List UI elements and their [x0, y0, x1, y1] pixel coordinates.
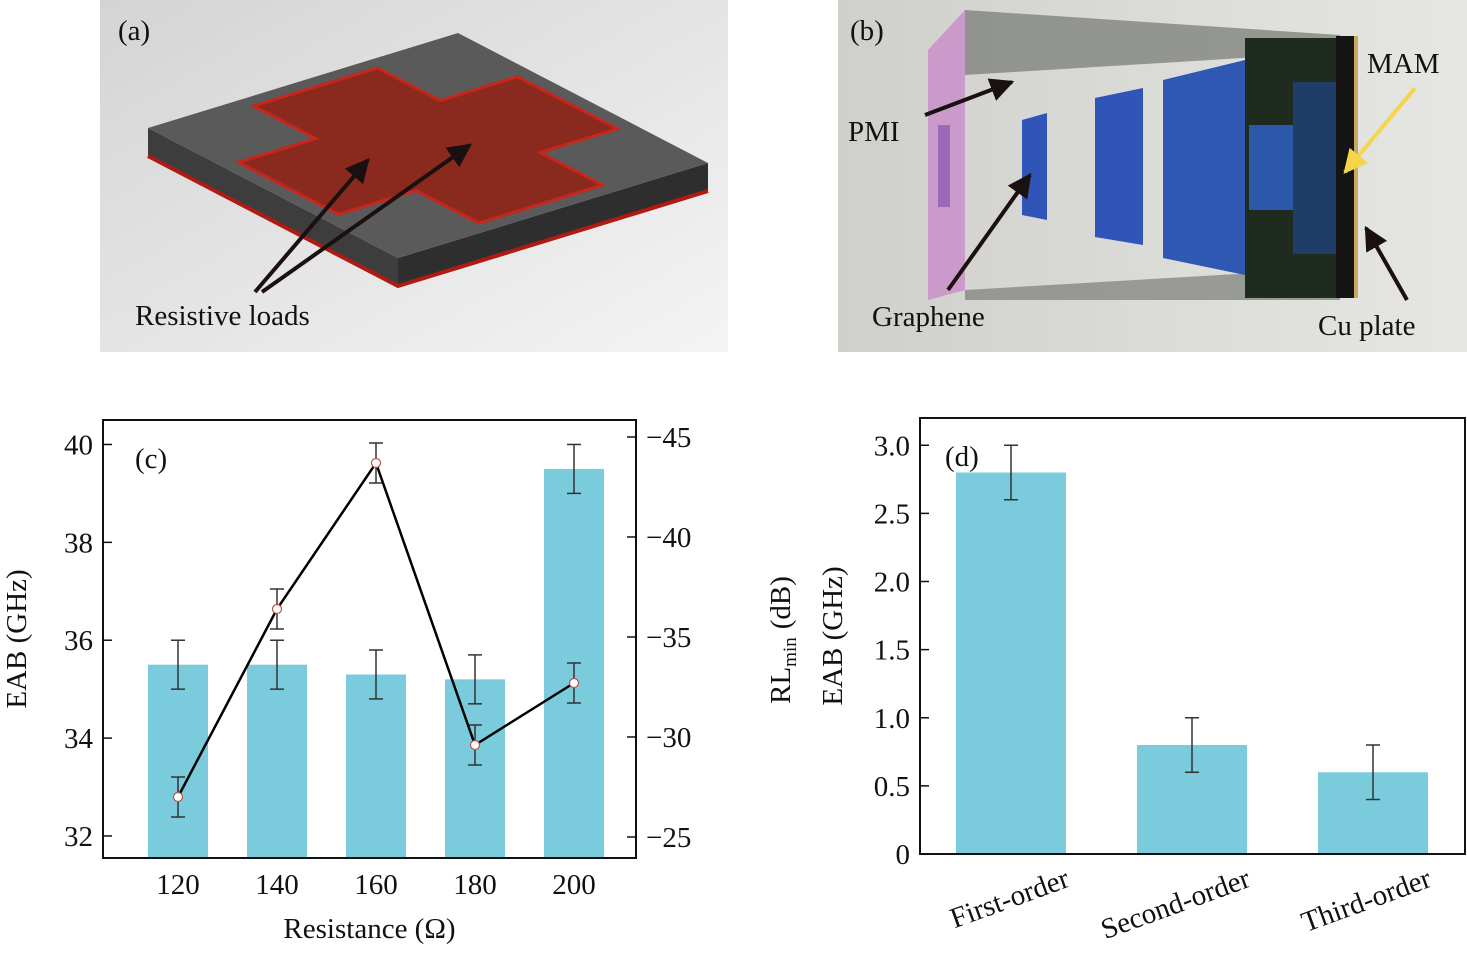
error-bar — [567, 443, 581, 495]
graphene-layer — [1095, 88, 1143, 245]
annotation: PMI — [848, 116, 900, 148]
y2-tick-label: −25 — [646, 822, 691, 854]
y-tick-label: 40 — [64, 429, 93, 461]
error-bar — [1366, 744, 1380, 801]
error-bar — [369, 649, 383, 700]
panel-label: (d) — [945, 441, 979, 473]
y-axis-title: EAB (GHz) — [817, 566, 849, 705]
y2-tick-label: −45 — [646, 422, 691, 454]
arrow — [253, 158, 370, 294]
x-tick-label: 200 — [552, 869, 596, 901]
y-tick-label: 0.5 — [874, 771, 910, 803]
line-marker — [172, 791, 184, 803]
graphene-layer — [938, 125, 950, 207]
graphene-layer — [1022, 113, 1047, 220]
slab-edge — [147, 154, 709, 289]
bar — [247, 664, 307, 858]
x-tick-label: 180 — [453, 869, 497, 901]
plot-frame — [919, 417, 1466, 855]
arrow — [1343, 86, 1417, 174]
y-tick-label: 34 — [64, 723, 94, 755]
panel-a: (a) Resistive loads — [100, 0, 728, 352]
error-bar — [1004, 444, 1018, 501]
arrow — [946, 173, 1032, 292]
bar — [346, 674, 406, 858]
y2-axis-title-sub: min — [780, 637, 801, 667]
panel-label: (c) — [135, 443, 167, 475]
x-tick-label: 140 — [255, 869, 299, 901]
mam-patch — [1293, 82, 1337, 254]
y-tick-label: 32 — [64, 821, 93, 853]
y2-tick-label: −40 — [646, 522, 691, 554]
y-tick-label: 2.0 — [874, 567, 910, 599]
bar — [148, 664, 208, 858]
frame-top — [965, 10, 1340, 75]
x-tick-label: 160 — [354, 869, 398, 901]
y-tick-label: 38 — [64, 527, 93, 559]
error-bar — [270, 639, 284, 690]
y2-axis-title-unit: (dB) — [765, 576, 797, 629]
mam-patch — [1249, 125, 1295, 210]
bar — [445, 679, 505, 858]
y-tick-label: 0 — [896, 839, 911, 871]
annotation: Graphene — [872, 301, 985, 333]
x-axis-title: Resistance (Ω) — [283, 913, 455, 945]
error-bar — [1185, 717, 1199, 773]
arrow — [260, 143, 472, 294]
annotation: MAM — [1367, 48, 1440, 80]
arrow — [1364, 225, 1409, 301]
y-tick-label: 3.0 — [874, 430, 910, 462]
line-marker — [370, 457, 382, 469]
y-tick-label: 36 — [64, 625, 93, 657]
bar — [956, 472, 1066, 854]
line-marker — [271, 603, 283, 615]
error-bar — [468, 654, 482, 705]
x-tick-label: Third-order — [1297, 862, 1435, 938]
line-marker — [568, 677, 580, 689]
slab-side — [148, 128, 398, 286]
panel-label: (b) — [850, 15, 884, 47]
panel-b: (b) PMI MAM Graphene Cu plate — [838, 0, 1467, 352]
slab-side — [398, 163, 708, 286]
x-tick-label: First-order — [946, 862, 1074, 935]
x-tick-label: Second-order — [1097, 862, 1255, 946]
y2-axis-title-main: RL — [765, 667, 797, 704]
y2-tick-label: −35 — [646, 622, 691, 654]
error-bar — [171, 639, 185, 690]
y-tick-label: 1.0 — [874, 703, 910, 735]
y-axis-title: EAB (GHz) — [1, 569, 33, 708]
annotation: Cu plate — [1318, 310, 1415, 342]
y-tick-label: 2.5 — [874, 498, 910, 530]
y-tick-label: 1.5 — [874, 635, 910, 667]
arrow — [924, 78, 1015, 117]
x-tick-label: 120 — [156, 869, 200, 901]
graphene-layer — [1163, 60, 1245, 275]
y2-tick-label: −30 — [646, 722, 691, 754]
cu-edge — [1354, 36, 1358, 298]
y2-axis-title: RLmin (dB) — [765, 576, 801, 704]
resonator-cross — [176, 44, 680, 247]
plot-frame — [102, 419, 637, 859]
annotation: Resistive loads — [135, 300, 310, 332]
panel-label: (a) — [118, 15, 150, 47]
line-marker — [469, 739, 481, 751]
